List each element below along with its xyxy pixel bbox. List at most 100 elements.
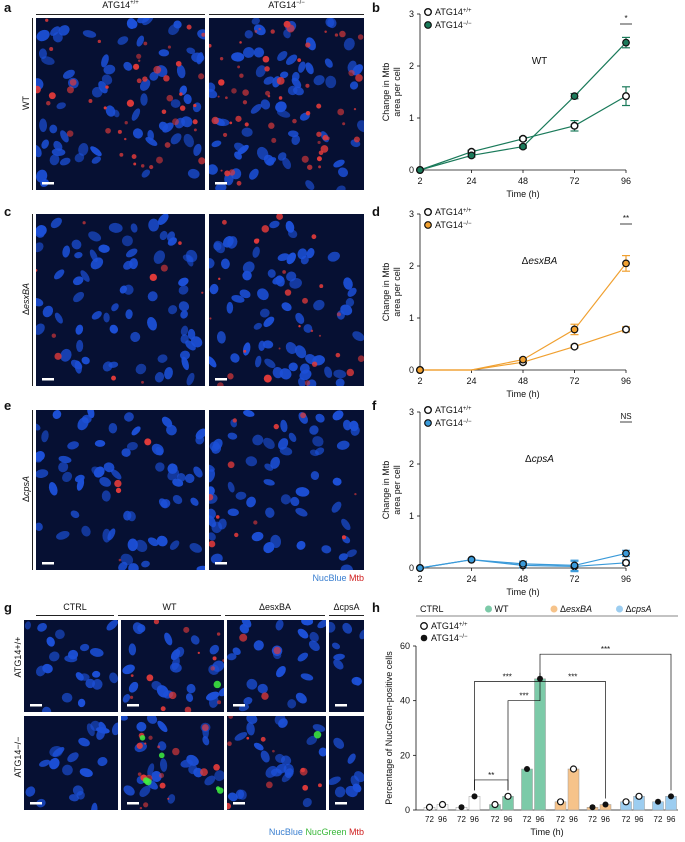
nucleus (324, 366, 333, 378)
mtb-signal (105, 85, 109, 89)
nucleus (209, 258, 215, 269)
nucleus (99, 476, 112, 487)
data-point (467, 555, 476, 564)
mtb-signal (198, 157, 205, 165)
nucleus (36, 225, 47, 237)
x-axis-label: Time (h) (506, 189, 539, 199)
nucleus (126, 248, 138, 258)
series-line (419, 95, 627, 171)
nucleus (309, 425, 319, 435)
nucleus (237, 789, 247, 800)
nucleus (54, 269, 65, 280)
scale-bar (127, 802, 139, 805)
nucleus (295, 507, 308, 517)
column-rule-ko (209, 14, 364, 15)
nucleus (209, 532, 216, 541)
mtb-signal (105, 127, 111, 134)
nucleus (302, 797, 312, 808)
nucleus (67, 441, 79, 450)
bar-point (491, 800, 499, 809)
nucleus (166, 424, 177, 436)
nucleus (175, 646, 185, 658)
y-tick-label: 2 (409, 61, 414, 71)
mtb-signal (97, 39, 102, 44)
nucleus (272, 276, 284, 285)
mtb-signal (115, 487, 122, 494)
x-tick-label: 24 (466, 176, 476, 186)
nucleus (170, 133, 182, 145)
mtb-signal (263, 374, 272, 383)
nucleus (206, 691, 220, 701)
mtb-signal (261, 225, 270, 233)
mtb-signal (270, 29, 275, 34)
mtb-signal (228, 169, 236, 176)
mtb-signal (66, 130, 74, 137)
mtb-signal (232, 418, 237, 423)
nucleus (193, 466, 203, 478)
nucleus (245, 456, 258, 467)
nucleus (127, 538, 138, 552)
nucleus (260, 99, 271, 110)
mtb-signal (161, 109, 167, 115)
nucleus (164, 367, 173, 380)
nucleus (62, 69, 75, 79)
bar-point (668, 793, 674, 800)
nucleus (313, 75, 325, 86)
significance-label: ** (488, 771, 494, 780)
mtb-signal (82, 221, 86, 225)
mtb-signal (260, 736, 266, 742)
mtb-signal (69, 78, 77, 86)
nucleus (155, 462, 165, 472)
scale-bar (215, 378, 227, 381)
nucleus (156, 535, 168, 547)
mtb-signal (218, 277, 221, 281)
mtb-signal (213, 763, 220, 771)
g-micrograph-cpsa-ko (329, 716, 364, 810)
nucleus (103, 64, 116, 75)
mtb-signal (45, 18, 49, 22)
significance-label: *** (568, 673, 577, 682)
nucleus (209, 508, 216, 519)
nucleus (167, 794, 176, 804)
chart-d: 0 1 2 3 2 24 48 72 96 Time (h) Change in Mtbarea p… (381, 207, 632, 399)
mtb-signal (316, 156, 322, 162)
nucleus (130, 223, 138, 233)
nucleus (56, 102, 66, 110)
nucleus (164, 632, 173, 646)
mtb-signal (137, 772, 142, 777)
nucleus (186, 683, 196, 694)
mtb-signal (193, 128, 197, 132)
mtb-signal (172, 747, 180, 756)
nucleus (193, 143, 202, 156)
x-tick-label: 96 (635, 815, 644, 824)
mtb-signal (355, 74, 363, 82)
mtb-signal (209, 540, 216, 548)
mtb-signal (264, 66, 270, 72)
nucleus (136, 35, 145, 47)
y-tick-label: 2 (409, 261, 414, 271)
nucleus (157, 720, 168, 733)
legend-label: ATG14−/− (431, 633, 468, 643)
nucleus (270, 768, 282, 777)
column-rule-wt (36, 14, 205, 15)
mtb-signal (54, 352, 62, 360)
mtb-signal (304, 380, 311, 386)
micrograph-cpsa-atg14-wt (36, 410, 205, 570)
nucleus (126, 442, 138, 451)
nucleus (324, 58, 333, 68)
mtb-signal (143, 802, 149, 808)
mtb-signal (201, 291, 204, 294)
x-tick-label: 72 (491, 815, 500, 824)
mtb-signal (175, 60, 182, 67)
mtb-signal (278, 96, 283, 100)
nucleus (89, 648, 104, 657)
nucleus (253, 640, 264, 651)
mtb-signal (217, 95, 220, 98)
nucleus (190, 635, 200, 645)
nucleus (36, 423, 41, 431)
nucleus (25, 786, 36, 797)
mtb-signal (160, 706, 166, 712)
mtb-signal (318, 150, 324, 156)
nucgreen-signal (158, 752, 165, 759)
nucleus (190, 497, 199, 506)
